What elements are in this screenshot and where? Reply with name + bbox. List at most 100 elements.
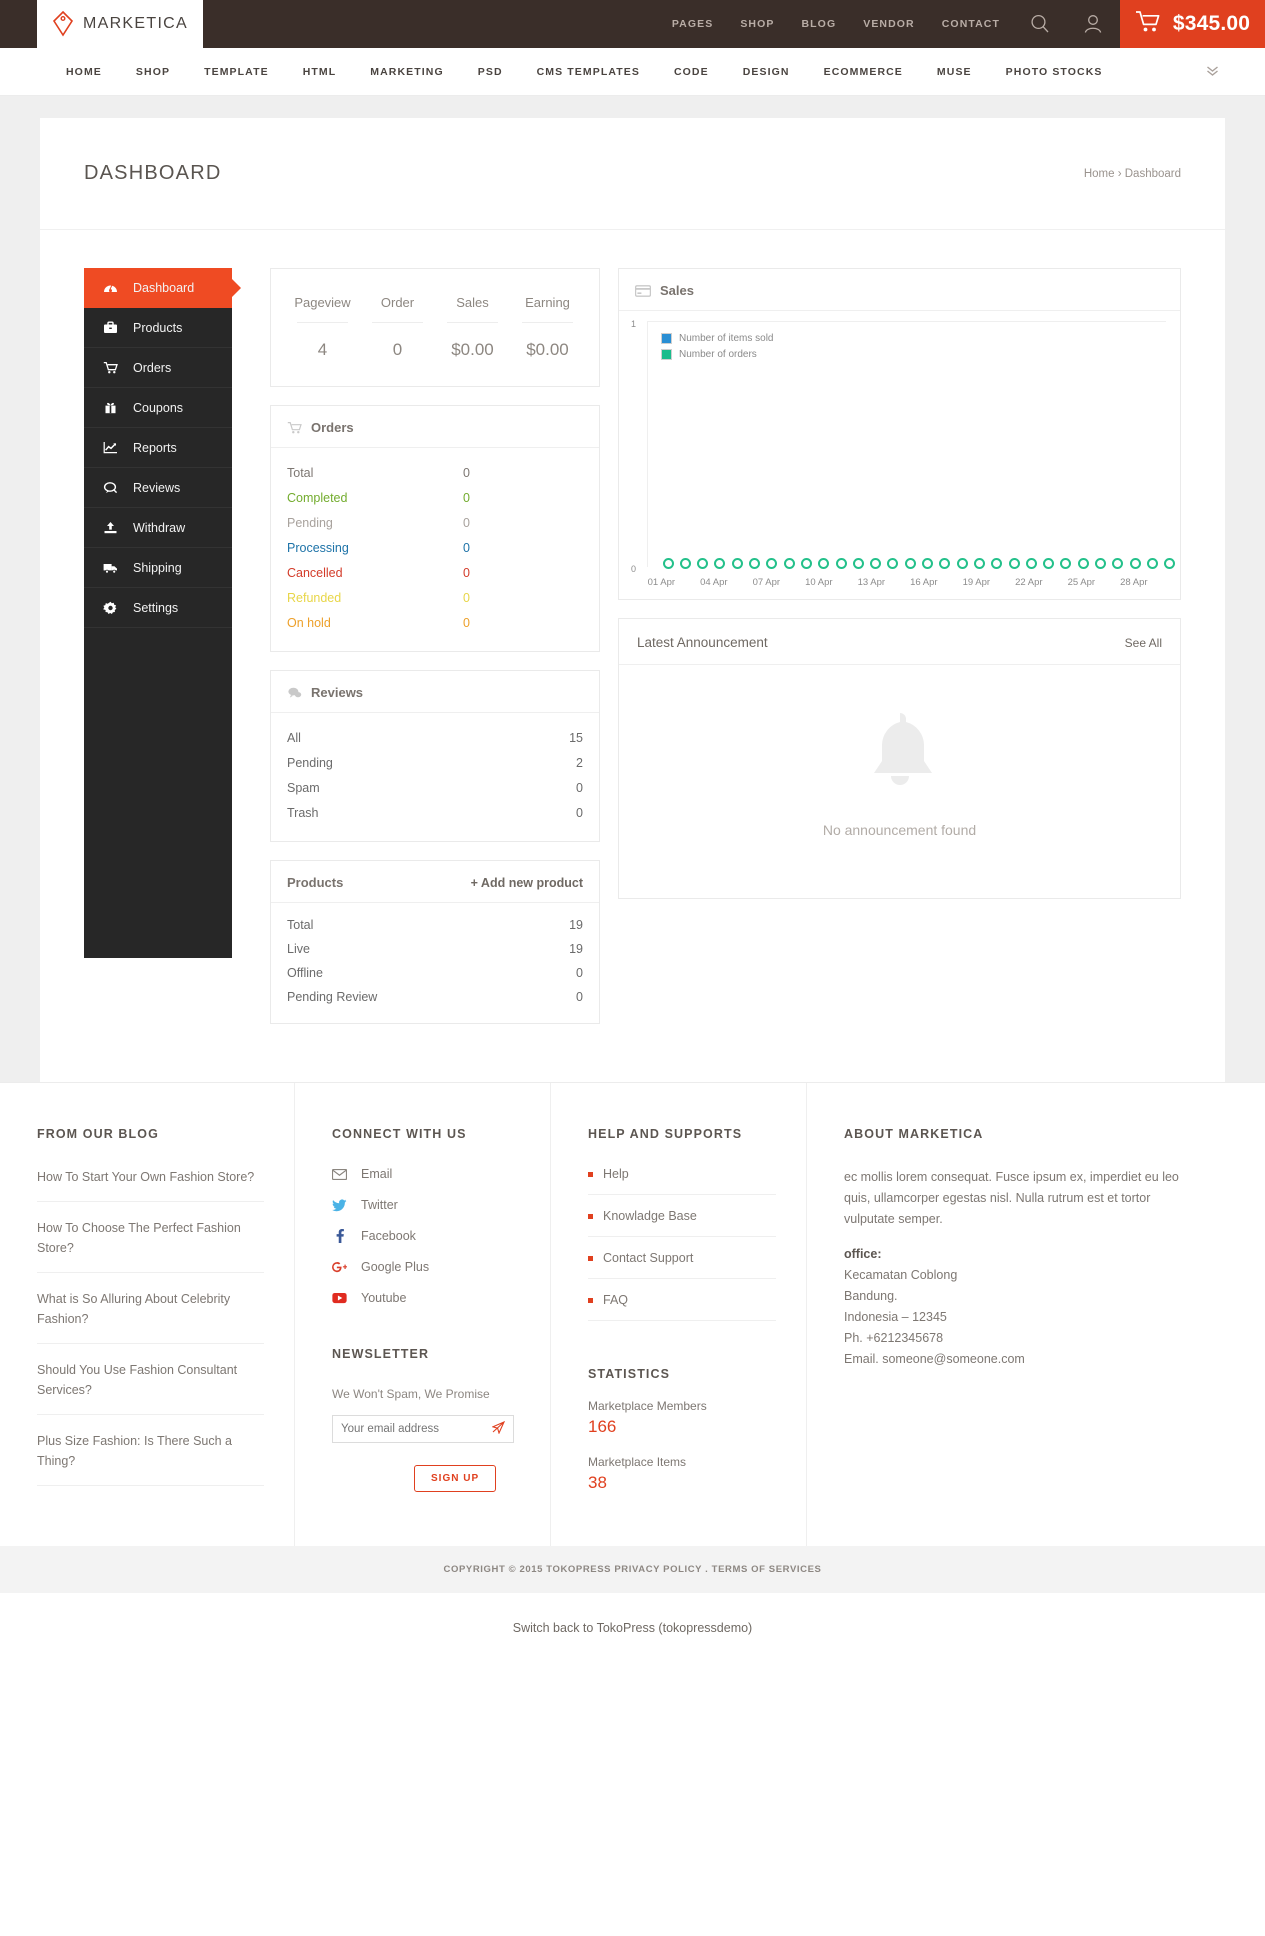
sidebar-label: Coupons [133,400,184,415]
nav-template[interactable]: TEMPLATE [204,65,269,78]
switch-back-link[interactable]: Switch back to TokoPress (tokopressdemo) [0,1593,1265,1669]
blog-link[interactable]: How To Choose The Perfect Fashion Store? [37,1218,264,1273]
sidebar-label: Orders [133,360,172,375]
orders-row-refunded[interactable]: Refunded 0 [287,585,583,610]
nav-home[interactable]: HOME [66,65,102,78]
help-link-contact-support[interactable]: Contact Support [588,1251,776,1279]
search-icon[interactable] [1027,11,1053,37]
chart-marker [749,558,761,569]
paper-plane-icon[interactable] [491,1420,506,1437]
reviews-row-pending[interactable]: Pending 2 [287,750,583,775]
row-value: 0 [463,490,470,505]
sidebar-item-reports[interactable]: Reports [84,428,232,468]
sidebar-item-shipping[interactable]: Shipping [84,548,232,588]
nav-code[interactable]: CODE [673,65,709,78]
social-link-email[interactable]: Email [332,1167,520,1181]
help-link-help[interactable]: Help [588,1167,776,1195]
chart-marker [1146,558,1158,569]
footer-heading: CONNECT WITH US [332,1127,467,1141]
blog-link[interactable]: What is So Alluring About Celebrity Fash… [37,1289,264,1344]
chart-marker [939,558,951,569]
sidebar-item-reviews[interactable]: Reviews [84,468,232,508]
row-value: 0 [463,465,470,480]
blog-link[interactable]: Should You Use Fashion Consultant Servic… [37,1360,264,1415]
top-nav-pages[interactable]: PAGES [671,18,714,30]
nav-design[interactable]: DESIGN [742,65,790,78]
help-link-knowledge-base[interactable]: Knowladge Base [588,1209,776,1237]
orders-row-processing[interactable]: Processing 0 [287,535,583,560]
nav-photo-stocks[interactable]: PHOTO STOCKS [1005,65,1103,78]
cart-icon [287,421,302,434]
legend-entry-items-sold[interactable]: Number of items sold [661,333,773,344]
dashboard-layout: Dashboard Products Orders [40,230,1225,1042]
user-icon[interactable] [1080,11,1106,37]
breadcrumb[interactable]: Home › Dashboard [1083,167,1181,180]
see-all-link[interactable]: See All [1124,635,1162,650]
top-nav: PAGES SHOP BLOG VENDOR CONTACT [203,0,1120,48]
logo[interactable]: MARKETICA [37,0,203,48]
newsletter-email-input[interactable] [332,1415,514,1443]
nav-marketing[interactable]: MARKETING [370,65,444,78]
sidebar-item-dashboard[interactable]: Dashboard [84,268,241,308]
panel-title: Orders [311,420,354,435]
chart-marker [1043,558,1055,569]
nav-cms-templates[interactable]: CMS TEMPLATES [536,65,640,78]
statistic-label-members: Marketplace Members [588,1399,707,1413]
nav-shop[interactable]: SHOP [135,65,171,78]
products-list: Total 19 Live 19 Offline 0 [271,903,599,1023]
chart-marker [870,558,882,569]
blog-link[interactable]: Plus Size Fashion: Is There Such a Thing… [37,1431,264,1486]
newsletter-signup-button[interactable]: SIGN UP [414,1465,497,1492]
social-link-twitter[interactable]: Twitter [332,1198,520,1212]
chevron-double-down-icon[interactable] [1206,65,1225,79]
cart-button[interactable]: $345.00 [1120,0,1265,48]
products-row-live[interactable]: Live 19 [287,937,583,961]
sales-chart[interactable]: 1 0 Number of items sold Number of order… [619,311,1180,599]
dashboard-icon [103,281,118,294]
youtube-icon [332,1292,347,1304]
row-label: On hold [287,615,331,630]
top-nav-vendor[interactable]: VENDOR [863,18,915,30]
reviews-row-spam[interactable]: Spam 0 [287,775,583,800]
blog-link[interactable]: How To Start Your Own Fashion Store? [37,1167,264,1202]
social-label: Google Plus [361,1260,430,1274]
legend-entry-orders[interactable]: Number of orders [661,349,773,360]
orders-row-onhold[interactable]: On hold 0 [287,610,583,635]
orders-row-pending[interactable]: Pending 0 [287,510,583,535]
reviews-row-all[interactable]: All 15 [287,725,583,750]
dashboard-sidebar: Dashboard Products Orders [84,268,241,958]
orders-row-total[interactable]: Total 0 [287,460,583,485]
orders-row-completed[interactable]: Completed 0 [287,485,583,510]
sidebar-label: Settings [133,600,179,615]
sidebar-item-settings[interactable]: Settings [84,588,232,628]
chart-x-tick: 10 Apr [805,577,833,588]
products-row-pending-review[interactable]: Pending Review 0 [287,985,583,1009]
sidebar-item-coupons[interactable]: Coupons [84,388,232,428]
sidebar-item-orders[interactable]: Orders [84,348,232,388]
legend-swatch [661,333,672,344]
nav-html[interactable]: HTML [302,65,337,78]
social-link-youtube[interactable]: Youtube [332,1291,520,1305]
top-nav-contact[interactable]: CONTACT [941,18,1000,30]
products-row-total[interactable]: Total 19 [287,913,583,937]
help-link-faq[interactable]: FAQ [588,1293,776,1321]
stat-earning: Earning $0.00 [510,295,585,360]
social-link-facebook[interactable]: Facebook [332,1229,520,1243]
chart-marker [904,558,916,569]
top-nav-blog[interactable]: BLOG [801,18,837,30]
sidebar-item-products[interactable]: Products [84,308,232,348]
sidebar-item-withdraw[interactable]: Withdraw [84,508,232,548]
products-row-offline[interactable]: Offline 0 [287,961,583,985]
chart-marker [800,558,812,569]
orders-row-cancelled[interactable]: Cancelled 0 [287,560,583,585]
announcement-body: No announcement found [619,665,1180,898]
nav-psd[interactable]: PSD [477,65,503,78]
top-nav-shop[interactable]: SHOP [740,18,775,30]
add-new-product-link[interactable]: + Add new product [470,875,583,890]
row-value: 15 [569,730,583,745]
reviews-row-trash[interactable]: Trash 0 [287,800,583,825]
social-link-googleplus[interactable]: Google Plus [332,1260,520,1274]
address-line-email[interactable]: Email. someone@someone.com [844,1352,1025,1366]
nav-muse[interactable]: MUSE [936,65,972,78]
nav-ecommerce[interactable]: ECOMMERCE [823,65,903,78]
